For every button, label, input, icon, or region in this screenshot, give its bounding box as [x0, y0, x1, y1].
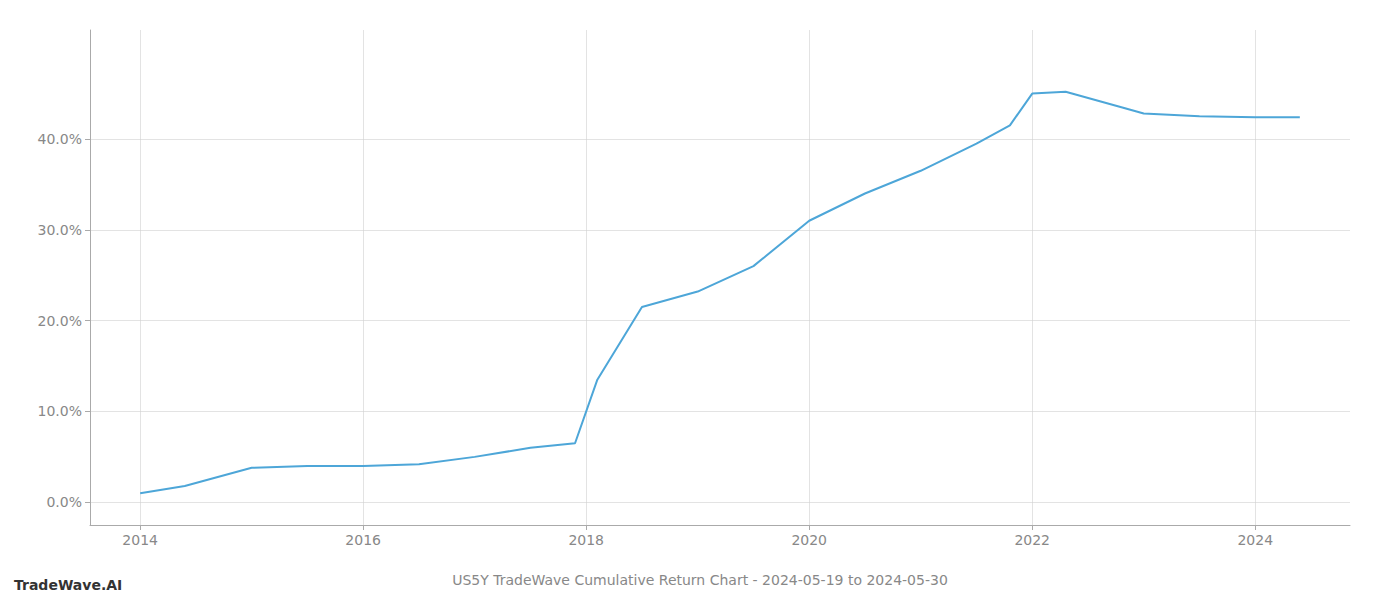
- svg-text:40.0%: 40.0%: [38, 131, 82, 147]
- svg-text:10.0%: 10.0%: [38, 403, 82, 419]
- svg-text:0.0%: 0.0%: [46, 494, 82, 510]
- svg-text:2020: 2020: [791, 532, 827, 548]
- svg-text:US5Y TradeWave Cumulative Retu: US5Y TradeWave Cumulative Return Chart -…: [452, 572, 948, 588]
- svg-text:2022: 2022: [1014, 532, 1050, 548]
- svg-text:2016: 2016: [345, 532, 381, 548]
- svg-text:30.0%: 30.0%: [38, 222, 82, 238]
- svg-text:2024: 2024: [1237, 532, 1273, 548]
- svg-text:20.0%: 20.0%: [38, 313, 82, 329]
- svg-text:2014: 2014: [122, 532, 158, 548]
- svg-text:TradeWave.AI: TradeWave.AI: [14, 577, 122, 593]
- svg-text:2018: 2018: [568, 532, 604, 548]
